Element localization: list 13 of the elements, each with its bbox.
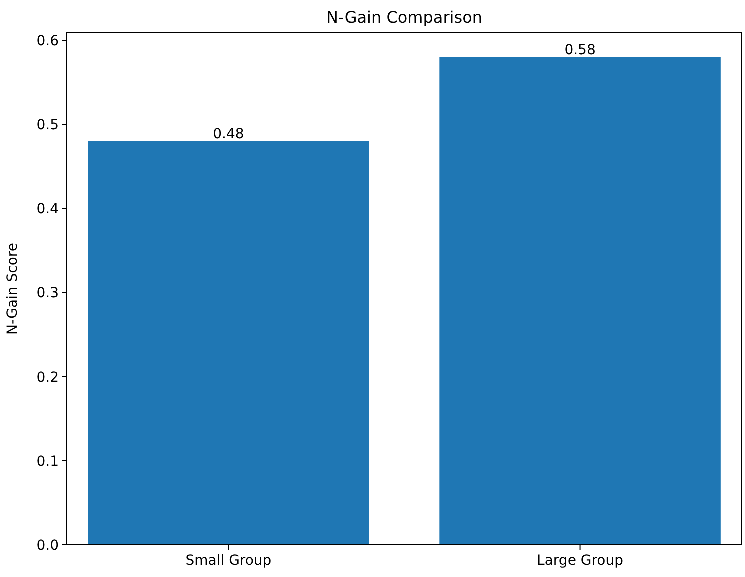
data-label: 0.58 [564,42,596,58]
y-tick-label: 0.5 [36,118,59,134]
y-tick-label: 0.4 [36,202,60,218]
y-tick-label: 0.1 [36,454,59,470]
chart-title: N-Gain Comparison [326,8,482,27]
x-tick-label: Small Group [186,553,272,569]
data-label: 0.48 [213,126,244,142]
x-tick-label: Large Group [537,553,624,569]
y-axis-title: N-Gain Score [5,243,21,335]
y-tick-label: 0.3 [36,286,59,302]
y-tick-label: 0.2 [36,370,59,386]
y-tick-label: 0.6 [36,33,60,50]
y-tick-label: 0.0 [36,538,59,554]
